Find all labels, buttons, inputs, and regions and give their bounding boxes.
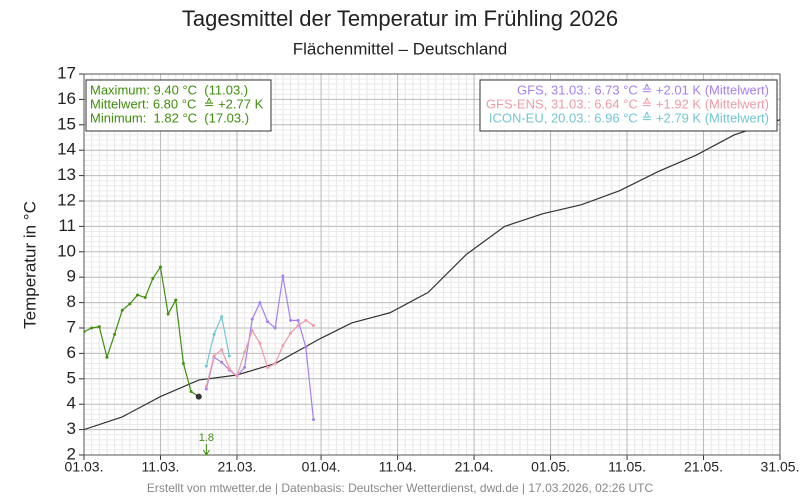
x-tick-label: 01.04. xyxy=(302,459,341,475)
data-point xyxy=(204,387,208,391)
data-point xyxy=(289,318,293,322)
y-axis-label: Temperatur in °C xyxy=(20,201,39,329)
data-point xyxy=(281,274,285,278)
y-tick-label: 12 xyxy=(57,190,76,209)
summary-line: Maximum: 9.40 °C (11.03.) xyxy=(90,82,248,97)
data-point xyxy=(243,350,247,354)
data-point xyxy=(181,362,185,366)
series-line xyxy=(84,265,200,398)
data-point xyxy=(304,318,308,322)
data-point xyxy=(243,365,247,369)
y-tick-label: 16 xyxy=(57,89,76,108)
legend-entry: GFS, 31.03.: 6.73 °C ≙ +2.01 K (Mittelwe… xyxy=(517,82,769,97)
data-point xyxy=(258,341,262,345)
data-point xyxy=(212,354,216,358)
x-tick-label: 11.03. xyxy=(142,459,180,475)
y-tick-label: 14 xyxy=(57,140,76,159)
data-point xyxy=(289,331,293,335)
x-tick-label: 21.03. xyxy=(217,459,256,475)
data-point xyxy=(273,362,277,366)
data-point xyxy=(143,296,147,300)
data-point xyxy=(204,384,208,388)
y-tick-label: 4 xyxy=(67,394,76,413)
data-point xyxy=(304,345,308,349)
data-point xyxy=(90,326,94,330)
data-point xyxy=(220,348,224,352)
data-point xyxy=(273,326,277,330)
data-point xyxy=(120,308,124,312)
chart-subtitle: Flächenmittel – Deutschland xyxy=(293,39,508,58)
x-tick-label: 01.05. xyxy=(531,459,570,475)
x-tick-label: 21.04. xyxy=(455,459,494,475)
data-point xyxy=(166,312,170,316)
series-line xyxy=(84,119,780,431)
data-point xyxy=(174,298,178,302)
annotation-arrow xyxy=(202,444,210,456)
legend-entry: ICON-EU, 20.03.: 6.96 °C ≙ +2.79 K (Mitt… xyxy=(489,110,769,125)
data-point xyxy=(250,317,254,321)
y-tick-label: 2 xyxy=(67,444,76,463)
data-point xyxy=(128,302,132,306)
data-point xyxy=(250,329,254,333)
data-point xyxy=(220,360,224,364)
y-tick-label: 7 xyxy=(67,317,76,336)
annotation-label: 1.8 xyxy=(199,432,214,444)
x-tick-label: 01.03. xyxy=(65,459,104,475)
y-tick-label: 3 xyxy=(67,419,76,438)
data-point xyxy=(258,301,262,305)
x-tick-label: 31.05. xyxy=(761,459,800,475)
footer: Erstellt von mtwetter.de | Datenbasis: D… xyxy=(147,481,654,495)
y-tick-label: 5 xyxy=(67,368,76,387)
data-point xyxy=(296,318,300,322)
data-point xyxy=(296,323,300,327)
data-point xyxy=(105,355,109,359)
data-point xyxy=(151,276,155,280)
plot-frame xyxy=(83,73,781,456)
data-point xyxy=(136,293,140,297)
x-tick-label: 11.05. xyxy=(608,459,646,475)
y-tick-label: 9 xyxy=(67,267,76,286)
data-point xyxy=(227,367,231,371)
data-point xyxy=(204,364,208,368)
plot-area xyxy=(84,119,780,431)
y-tick-label: 13 xyxy=(57,165,76,184)
data-point xyxy=(266,365,270,369)
series-line xyxy=(205,314,230,367)
summary-line: Minimum: 1.82 °C (17.03.) xyxy=(90,110,249,125)
data-point xyxy=(113,332,117,336)
legend-entry: GFS-ENS, 31.03.: 6.64 °C ≙ +1.92 K (Mitt… xyxy=(486,96,769,111)
y-tick-label: 15 xyxy=(57,114,76,133)
data-point xyxy=(311,417,315,421)
data-point xyxy=(266,320,270,324)
legend-box xyxy=(479,79,778,132)
y-tick-label: 11 xyxy=(58,216,76,235)
data-point xyxy=(84,330,86,334)
x-tick-label: 21.05. xyxy=(684,459,723,475)
y-tick-label: 10 xyxy=(57,241,76,260)
data-point xyxy=(235,374,239,378)
summary-line: Mittelwert: 6.80 °C ≙ +2.77 K xyxy=(90,96,264,111)
data-point xyxy=(195,393,202,400)
x-tick-label: 11.04. xyxy=(379,459,417,475)
y-tick-label: 17 xyxy=(57,63,76,82)
data-point xyxy=(212,332,216,336)
data-point xyxy=(220,315,224,319)
data-point xyxy=(311,323,315,327)
data-point xyxy=(189,390,193,393)
y-tick-label: 8 xyxy=(67,292,76,311)
chart-title: Tagesmittel der Temperatur im Frühling 2… xyxy=(182,6,618,31)
data-point xyxy=(97,325,101,329)
data-point xyxy=(227,354,231,358)
data-point xyxy=(158,265,162,269)
data-point xyxy=(281,344,285,348)
y-tick-label: 6 xyxy=(67,343,76,362)
summary-box xyxy=(85,79,272,132)
